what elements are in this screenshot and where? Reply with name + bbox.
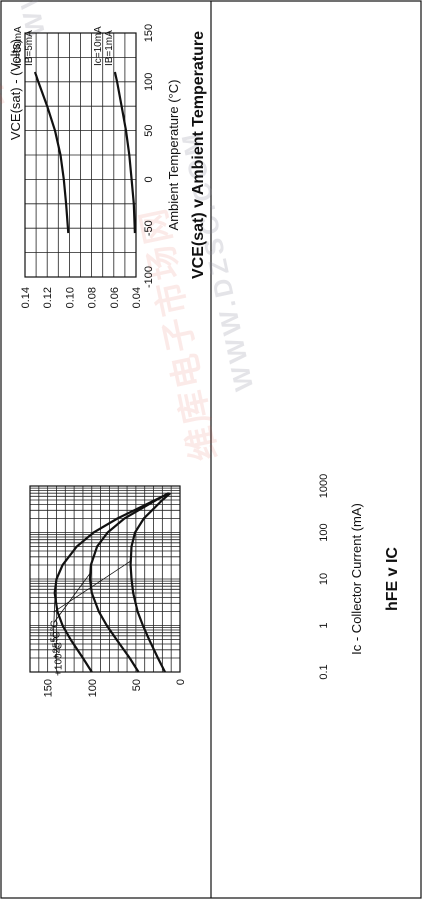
hfe-x-axis-label: Ic - Collector Current (mA): [349, 503, 364, 655]
vce-x-ticks: -100 -50 0 50 100 150: [143, 24, 155, 288]
vce-x-tick-label: 150: [143, 24, 155, 42]
hfe-y-tick-label: 0: [175, 679, 187, 685]
hfe-annotation-label: +25°C: [51, 631, 62, 659]
vce-curve-label-line2: IB=1mA: [104, 30, 115, 66]
vce-curve-label-line1: Ic=50mA: [13, 26, 24, 66]
hfe-y-tick-label: 150: [43, 679, 55, 697]
vce-y-tick-label: 0.10: [64, 287, 76, 308]
vce-y-tick-label: 0.04: [131, 287, 143, 308]
vce-grid: [25, 33, 136, 277]
hfe-chart-title: hFE v IC: [384, 547, 401, 611]
vce-y-axis-label: VCE(sat) - (Volts): [8, 39, 23, 140]
vce-x-tick-label: 100: [143, 73, 155, 91]
hfe-annotation-label: -55°C: [49, 620, 60, 646]
hfe-temperature-annotation: -55°C+25°C+100°C: [49, 560, 132, 676]
hfe-y-ticks: 0 50 100 150: [43, 679, 187, 697]
vce-sat-chart: -100 -50 0 50 100 150 0.04 0.06 0.08 0.10 0.12 0.1…: [8, 24, 207, 309]
hfe-x-ticks: 0.1 1 10 100 1000: [318, 474, 330, 680]
hfe-curve-series-0: [53, 492, 170, 673]
vce-chart-title: VCE(sat) v Ambient Temperature: [190, 31, 207, 279]
hfe-x-tick-label: 100: [318, 523, 330, 541]
hfe-curves: [53, 492, 172, 673]
hfe-y-tick-label: 100: [87, 679, 99, 697]
hfe-y-tick-label: 50: [131, 679, 143, 691]
hfe-x-tick-label: 10: [318, 573, 330, 585]
vce-y-tick-label: 0.06: [109, 287, 121, 308]
vce-y-ticks: 0.04 0.06 0.08 0.10 0.12 0.14: [20, 287, 143, 308]
vce-curve-label-line1: Ic=10mA: [93, 26, 104, 66]
vce-x-tick-label: -50: [143, 220, 155, 236]
vce-y-tick-label: 0.08: [87, 287, 99, 308]
vce-x-tick-label: 0: [143, 176, 155, 182]
vce-curve-label-line2: IB=5mA: [24, 30, 35, 66]
vce-curve-series-1: [113, 71, 136, 234]
hfe-x-tick-label: 1: [318, 622, 330, 628]
hfe-annotation-leader: [53, 571, 92, 624]
vce-x-axis-label: Ambient Temperature (°C): [166, 80, 181, 231]
vce-plot-frame: [24, 32, 137, 278]
vce-curves: [33, 71, 136, 234]
hfe-curve-series-1: [88, 492, 170, 673]
hfe-annotation-label: +100°C: [53, 642, 64, 676]
hfe-curve-series-2: [129, 492, 172, 673]
hfe-chart: 0.1 1 10 100 1000 0 50 100 150 -55°C+25°C+100°C…: [29, 474, 401, 697]
vce-curve-series-0: [33, 71, 70, 234]
vce-y-tick-label: 0.12: [42, 287, 54, 308]
vce-curve-labels: Ic=50mA IB=5mA Ic=10mA IB=1mA: [13, 26, 115, 66]
vce-y-tick-label: 0.14: [20, 287, 32, 308]
vce-x-tick-label: -100: [143, 266, 155, 288]
vce-x-tick-label: 50: [143, 124, 155, 136]
hfe-annotation-leader: [53, 560, 132, 613]
hfe-x-tick-label: 0.1: [318, 664, 330, 679]
hfe-x-tick-label: 1000: [318, 474, 330, 498]
hfe-annotation-leader: [53, 581, 56, 635]
hfe-plot-frame: [29, 485, 181, 673]
